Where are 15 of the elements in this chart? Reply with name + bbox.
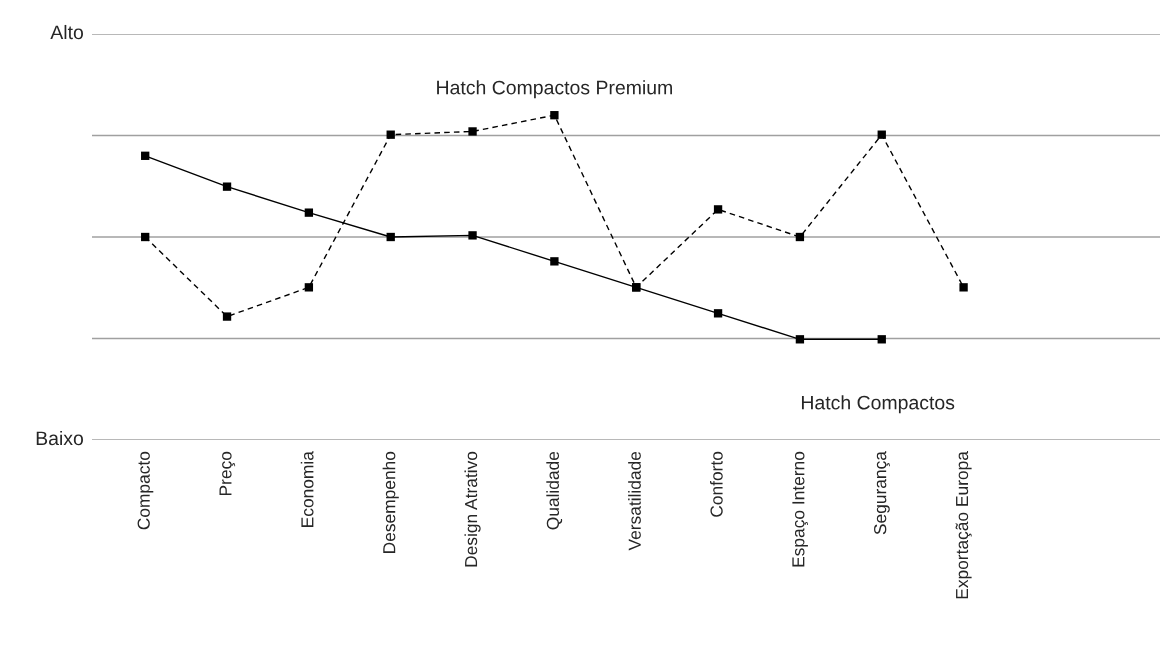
text: Alto <box>50 24 83 40</box>
x-tick-label: Preço <box>219 451 236 496</box>
x-tick-label: Qualidade <box>546 451 563 530</box>
text: Hatch Compactos Premium <box>437 80 672 99</box>
text: Baixo <box>36 430 83 446</box>
x-tick-label: Segurança <box>874 451 890 535</box>
x-tick-label: Versatilidade <box>628 451 641 551</box>
x-tick-label: Exportação Europa <box>955 451 972 599</box>
x-tick-label: Espaço Interno <box>792 451 808 567</box>
x-tick-label: Economia <box>300 451 314 527</box>
x-tick-label: Desempenho <box>382 451 399 553</box>
x-tick-label: Conforto <box>710 451 723 517</box>
annotation: Hatch Compactos <box>801 395 955 414</box>
x-tick-label: Compacto <box>137 451 154 530</box>
x-tick-label: Design Atrativo <box>464 451 481 567</box>
